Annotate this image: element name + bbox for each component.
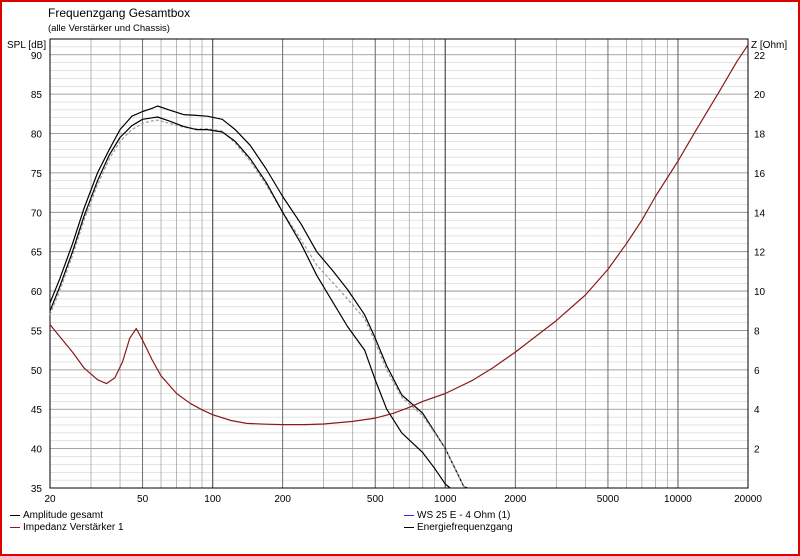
legend-item-impedance: Impedanz Verstärker 1 [10,522,124,533]
y-right-tick-label: 18 [754,130,766,141]
x-tick-label: 200 [274,494,291,505]
y-left-tick-label: 45 [31,405,43,416]
legend-item-energy: Energiefrequenzgang [404,522,513,533]
y-left-tick-label: 35 [31,484,43,495]
y-axis-left-label: SPL [dB] [7,40,47,51]
y-left-tick-label: 70 [31,208,43,219]
legend-label-ws25e: WS 25 E - 4 Ohm (1) [417,510,511,521]
legend-item-amplitude: Amplitude gesamt [10,510,103,521]
x-tick-label: 10000 [664,494,692,505]
x-tick-label: 20 [44,494,56,505]
legend-label-energy: Energiefrequenzgang [417,522,513,533]
y-left-tick-label: 60 [31,287,43,298]
series-line-2 [49,116,451,489]
chart-title: Frequenzgang Gesamtbox [48,6,191,20]
y-right-tick-label: 10 [754,287,766,298]
y-right-tick-label: 14 [754,208,766,219]
x-tick-label: 1000 [434,494,457,505]
legend-swatch-ws25e [404,515,414,516]
plot-area [50,39,748,488]
legend-label-amplitude: Amplitude gesamt [23,510,104,521]
legend-label-impedance: Impedanz Verstärker 1 [23,522,124,533]
y-left-tick-label: 40 [31,445,43,456]
plot-border [49,38,749,489]
x-tick-label: 5000 [597,494,620,505]
y-right-tick-label: 12 [754,248,766,259]
legend-swatch-amplitude [10,515,20,516]
y-axis-right-label: Z [Ohm] [751,40,788,51]
y-right-tick-label: 22 [754,51,766,62]
x-tick-label: 100 [204,494,221,505]
y-right-tick-label: 4 [754,405,760,416]
series-line-3 [49,44,749,426]
legend-item-ws25e: WS 25 E - 4 Ohm (1) [404,510,510,521]
series-line-1 [49,119,469,489]
y-left-tick-label: 90 [31,51,43,62]
y-left-tick-label: 85 [31,90,43,101]
series-line-0 [49,105,469,489]
y-right-tick-label: 20 [754,90,766,101]
y-left-tick-label: 75 [31,169,43,180]
chart-subtitle: (alle Verstärker und Chassis) [48,23,170,34]
x-tick-label: 500 [367,494,384,505]
y-left-tick-label: 50 [31,366,43,377]
x-tick-label: 50 [137,494,149,505]
y-right-tick-label: 6 [754,366,760,377]
y-left-tick-label: 55 [31,326,43,337]
y-left-tick-label: 65 [31,248,43,259]
y-right-tick-label: 8 [754,326,760,337]
x-tick-label: 2000 [504,494,527,505]
y-right-tick-label: 2 [754,445,760,456]
y-left-tick-label: 80 [31,130,43,141]
y-right-tick-label: 16 [754,169,766,180]
legend-swatch-impedance [10,527,20,528]
x-tick-label: 20000 [734,494,762,505]
legend-swatch-energy [404,527,414,528]
